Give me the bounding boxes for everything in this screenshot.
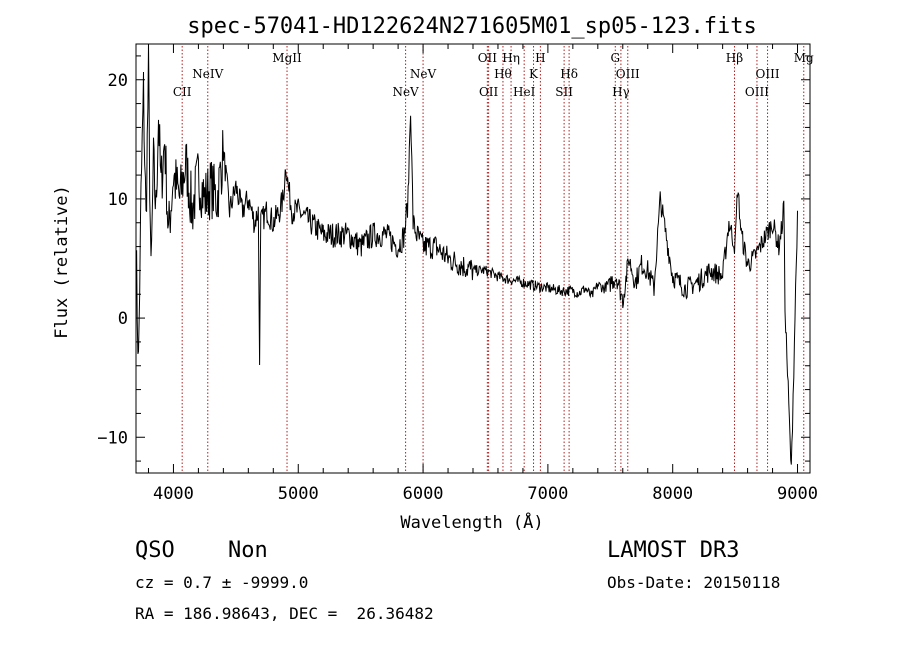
line-marker-label: CII (173, 85, 192, 99)
line-marker-label: G (610, 51, 620, 65)
x-axis-label: Wavelength (Å) (400, 511, 543, 533)
y-tick-label: 20 (108, 71, 128, 91)
survey-label: LAMOST DR3 (607, 538, 740, 563)
plot-frame (135, 43, 811, 474)
line-marker-label: Hδ (560, 67, 578, 81)
y-tick-label: 10 (108, 190, 128, 210)
line-marker-label: K (529, 67, 539, 81)
line-marker-label: OIII (616, 67, 640, 81)
y-tick-label: 0 (118, 309, 128, 329)
line-marker-label: Hη (502, 51, 520, 65)
object-subclass: Non (228, 538, 268, 563)
x-axis: 4000 5000 6000 7000 8000 9000 (147, 44, 818, 504)
line-marker-label: OIII (756, 67, 780, 81)
line-marker-label: OII (479, 85, 499, 99)
y-axis-label: Flux (relative) (52, 185, 72, 339)
obs-date-line: Obs-Date: 20150118 (607, 573, 781, 592)
line-marker-label: H (535, 51, 545, 65)
line-marker-label: HeI (513, 85, 536, 99)
x-tick-label: 8000 (652, 484, 693, 504)
line-marker-label: Hθ (494, 67, 512, 81)
line-marker-label: OII (478, 51, 498, 65)
redshift-line: cz = 0.7 ± -9999.0 (135, 573, 309, 592)
spectrum-line (135, 43, 798, 465)
x-tick-label: 6000 (403, 484, 444, 504)
y-axis: −10 0 10 20 (97, 55, 810, 462)
y-tick-label: −10 (97, 428, 128, 448)
coordinates-line: RA = 186.98643, DEC = 26.36482 (135, 604, 434, 623)
line-marker-label: NeV (392, 85, 419, 99)
x-tick-label: 5000 (278, 484, 319, 504)
line-marker-label: MgII (272, 51, 302, 65)
x-tick-label: 9000 (777, 484, 818, 504)
x-tick-label: 4000 (153, 484, 194, 504)
x-tick-label: 7000 (527, 484, 568, 504)
line-marker-label: SII (555, 85, 573, 99)
line-marker-label: Hγ (612, 85, 630, 99)
chart-title: spec-57041-HD122624N271605M01_sp05-123.f… (187, 14, 757, 39)
line-marker-label: NeIV (192, 67, 223, 81)
line-marker-label: OIII (745, 85, 769, 99)
line-marker-label: NeV (410, 67, 437, 81)
line-marker-label: Hβ (726, 51, 743, 65)
object-class: QSO (135, 538, 175, 563)
line-marker-label: Mg (794, 51, 814, 65)
